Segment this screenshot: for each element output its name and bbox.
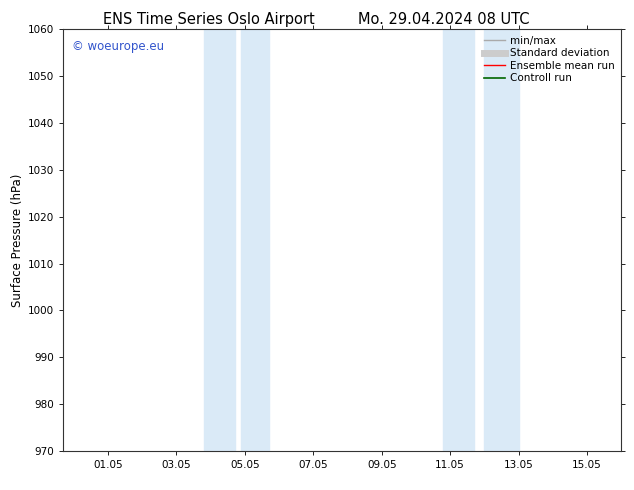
Bar — [484, 29, 519, 451]
Text: Mo. 29.04.2024 08 UTC: Mo. 29.04.2024 08 UTC — [358, 12, 529, 27]
Text: ENS Time Series Oslo Airport: ENS Time Series Oslo Airport — [103, 12, 315, 27]
Y-axis label: Surface Pressure (hPa): Surface Pressure (hPa) — [11, 173, 24, 307]
Bar — [443, 29, 474, 451]
Text: © woeurope.eu: © woeurope.eu — [72, 40, 164, 53]
Legend: min/max, Standard deviation, Ensemble mean run, Controll run: min/max, Standard deviation, Ensemble me… — [480, 31, 619, 88]
Bar — [204, 29, 235, 451]
Bar — [242, 29, 269, 451]
